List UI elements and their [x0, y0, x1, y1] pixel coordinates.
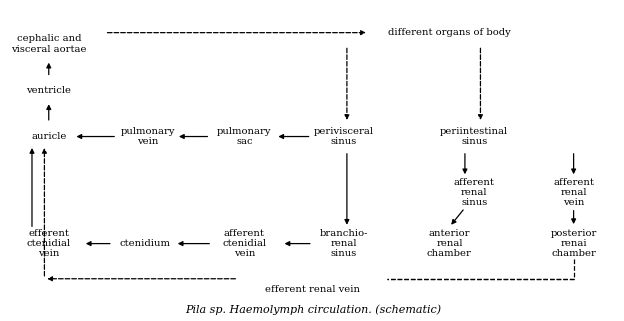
Text: Pila sp. Haemolymph circulation. (schematic): Pila sp. Haemolymph circulation. (schema…	[185, 304, 441, 315]
Text: ctenidium: ctenidium	[120, 239, 170, 248]
Text: efferent renal vein: efferent renal vein	[265, 285, 360, 294]
Text: afferent
ctenidial
vein: afferent ctenidial vein	[222, 229, 266, 258]
Text: pulmonary
vein: pulmonary vein	[121, 127, 175, 146]
Text: afferent
renal
vein: afferent renal vein	[553, 178, 594, 207]
Text: periintestinal
sinus: periintestinal sinus	[440, 127, 509, 146]
Text: cephalic and
visceral aortae: cephalic and visceral aortae	[11, 34, 87, 54]
Text: efferent
ctenidial
vein: efferent ctenidial vein	[27, 229, 71, 258]
Text: perivisceral
sinus: perivisceral sinus	[314, 127, 374, 146]
Text: afferent
renal
sinus: afferent renal sinus	[454, 178, 495, 207]
Text: auricle: auricle	[31, 132, 66, 141]
Text: posterior
renai
chamber: posterior renai chamber	[550, 229, 597, 258]
Text: different organs of body: different organs of body	[388, 28, 511, 37]
Text: ventricle: ventricle	[26, 86, 71, 95]
Text: pulmonary
sac: pulmonary sac	[217, 127, 271, 146]
Text: branchio-
renal
sinus: branchio- renal sinus	[319, 229, 368, 258]
Text: anterior
renal
chamber: anterior renal chamber	[427, 229, 472, 258]
